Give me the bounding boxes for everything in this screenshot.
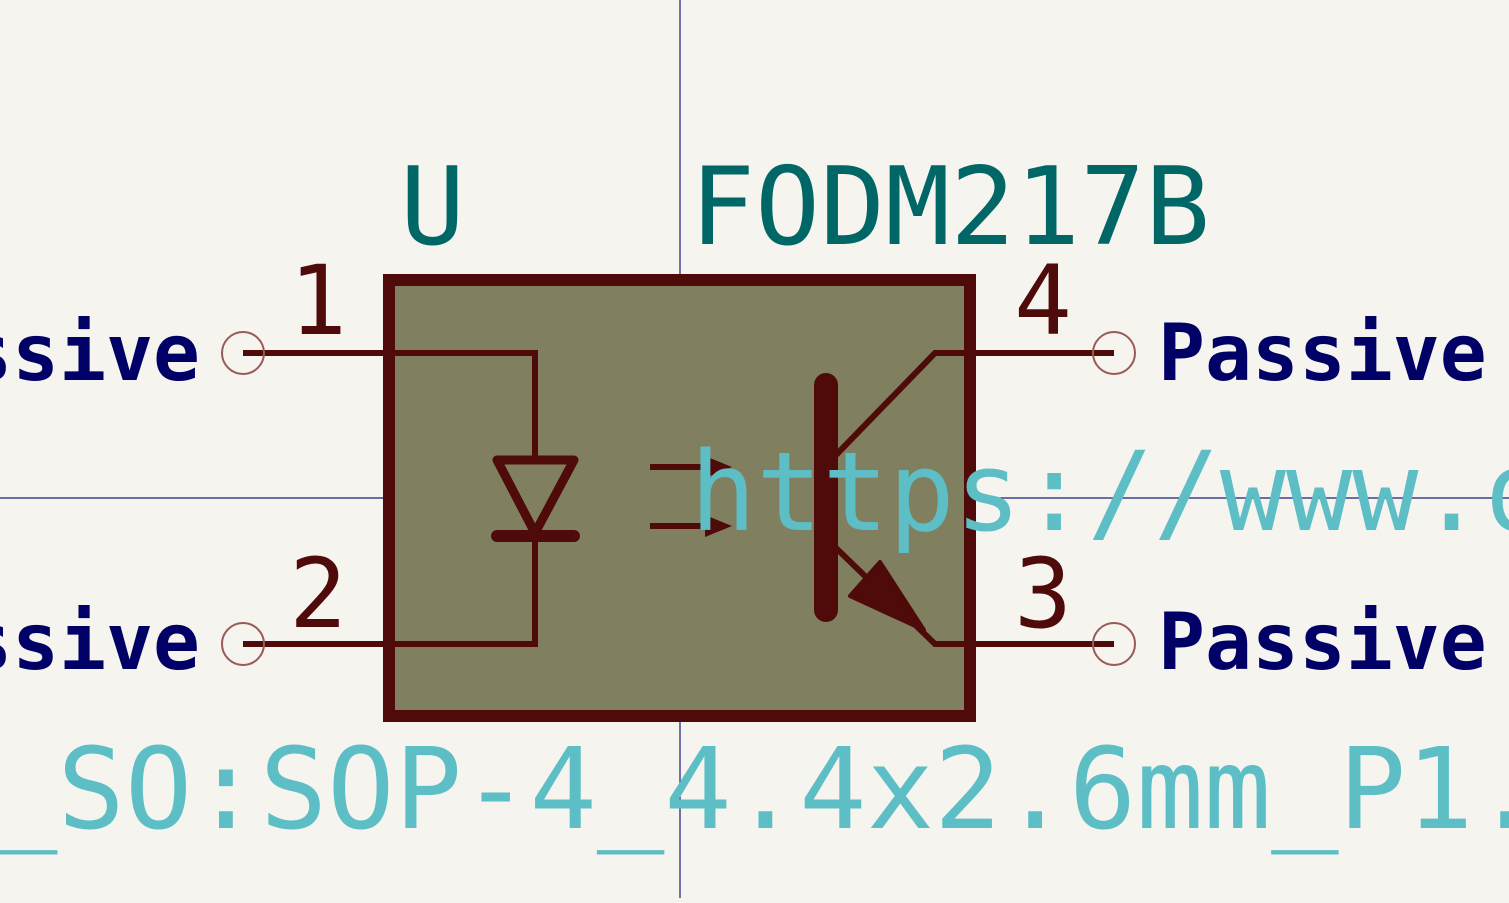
- footprint-field[interactable]: _SO:SOP-4_4.4x2.6mm_P1.2: [0, 725, 1509, 855]
- led-cathode-wire: [389, 536, 538, 647]
- pin-2-type: ssive: [0, 598, 200, 688]
- pin-1-number: 1: [289, 245, 347, 357]
- pin-3-end-marker[interactable]: [1092, 622, 1136, 666]
- pin-3-number: 3: [1014, 538, 1072, 650]
- pin-3-type: Passive: [1158, 598, 1487, 688]
- datasheet-field[interactable]: https://www.on: [690, 428, 1509, 556]
- pin-2-end-marker[interactable]: [221, 622, 265, 666]
- pin-1-type: ssive: [0, 309, 200, 399]
- pin-4-number: 4: [1014, 245, 1072, 357]
- reference-designator[interactable]: U: [400, 145, 465, 270]
- pin-1-end-marker[interactable]: [221, 331, 265, 375]
- pin-2-number: 2: [289, 538, 347, 650]
- pin-4-end-marker[interactable]: [1092, 331, 1136, 375]
- emitter-arrow-icon: [848, 560, 926, 632]
- pin-4-type: Passive: [1158, 309, 1487, 399]
- led-anode-wire: [389, 350, 538, 460]
- light-arrows-icon: [650, 456, 732, 537]
- collector-wire: [833, 350, 970, 458]
- led-diode-icon: [492, 455, 579, 538]
- value-field[interactable]: FODM217B: [690, 145, 1210, 270]
